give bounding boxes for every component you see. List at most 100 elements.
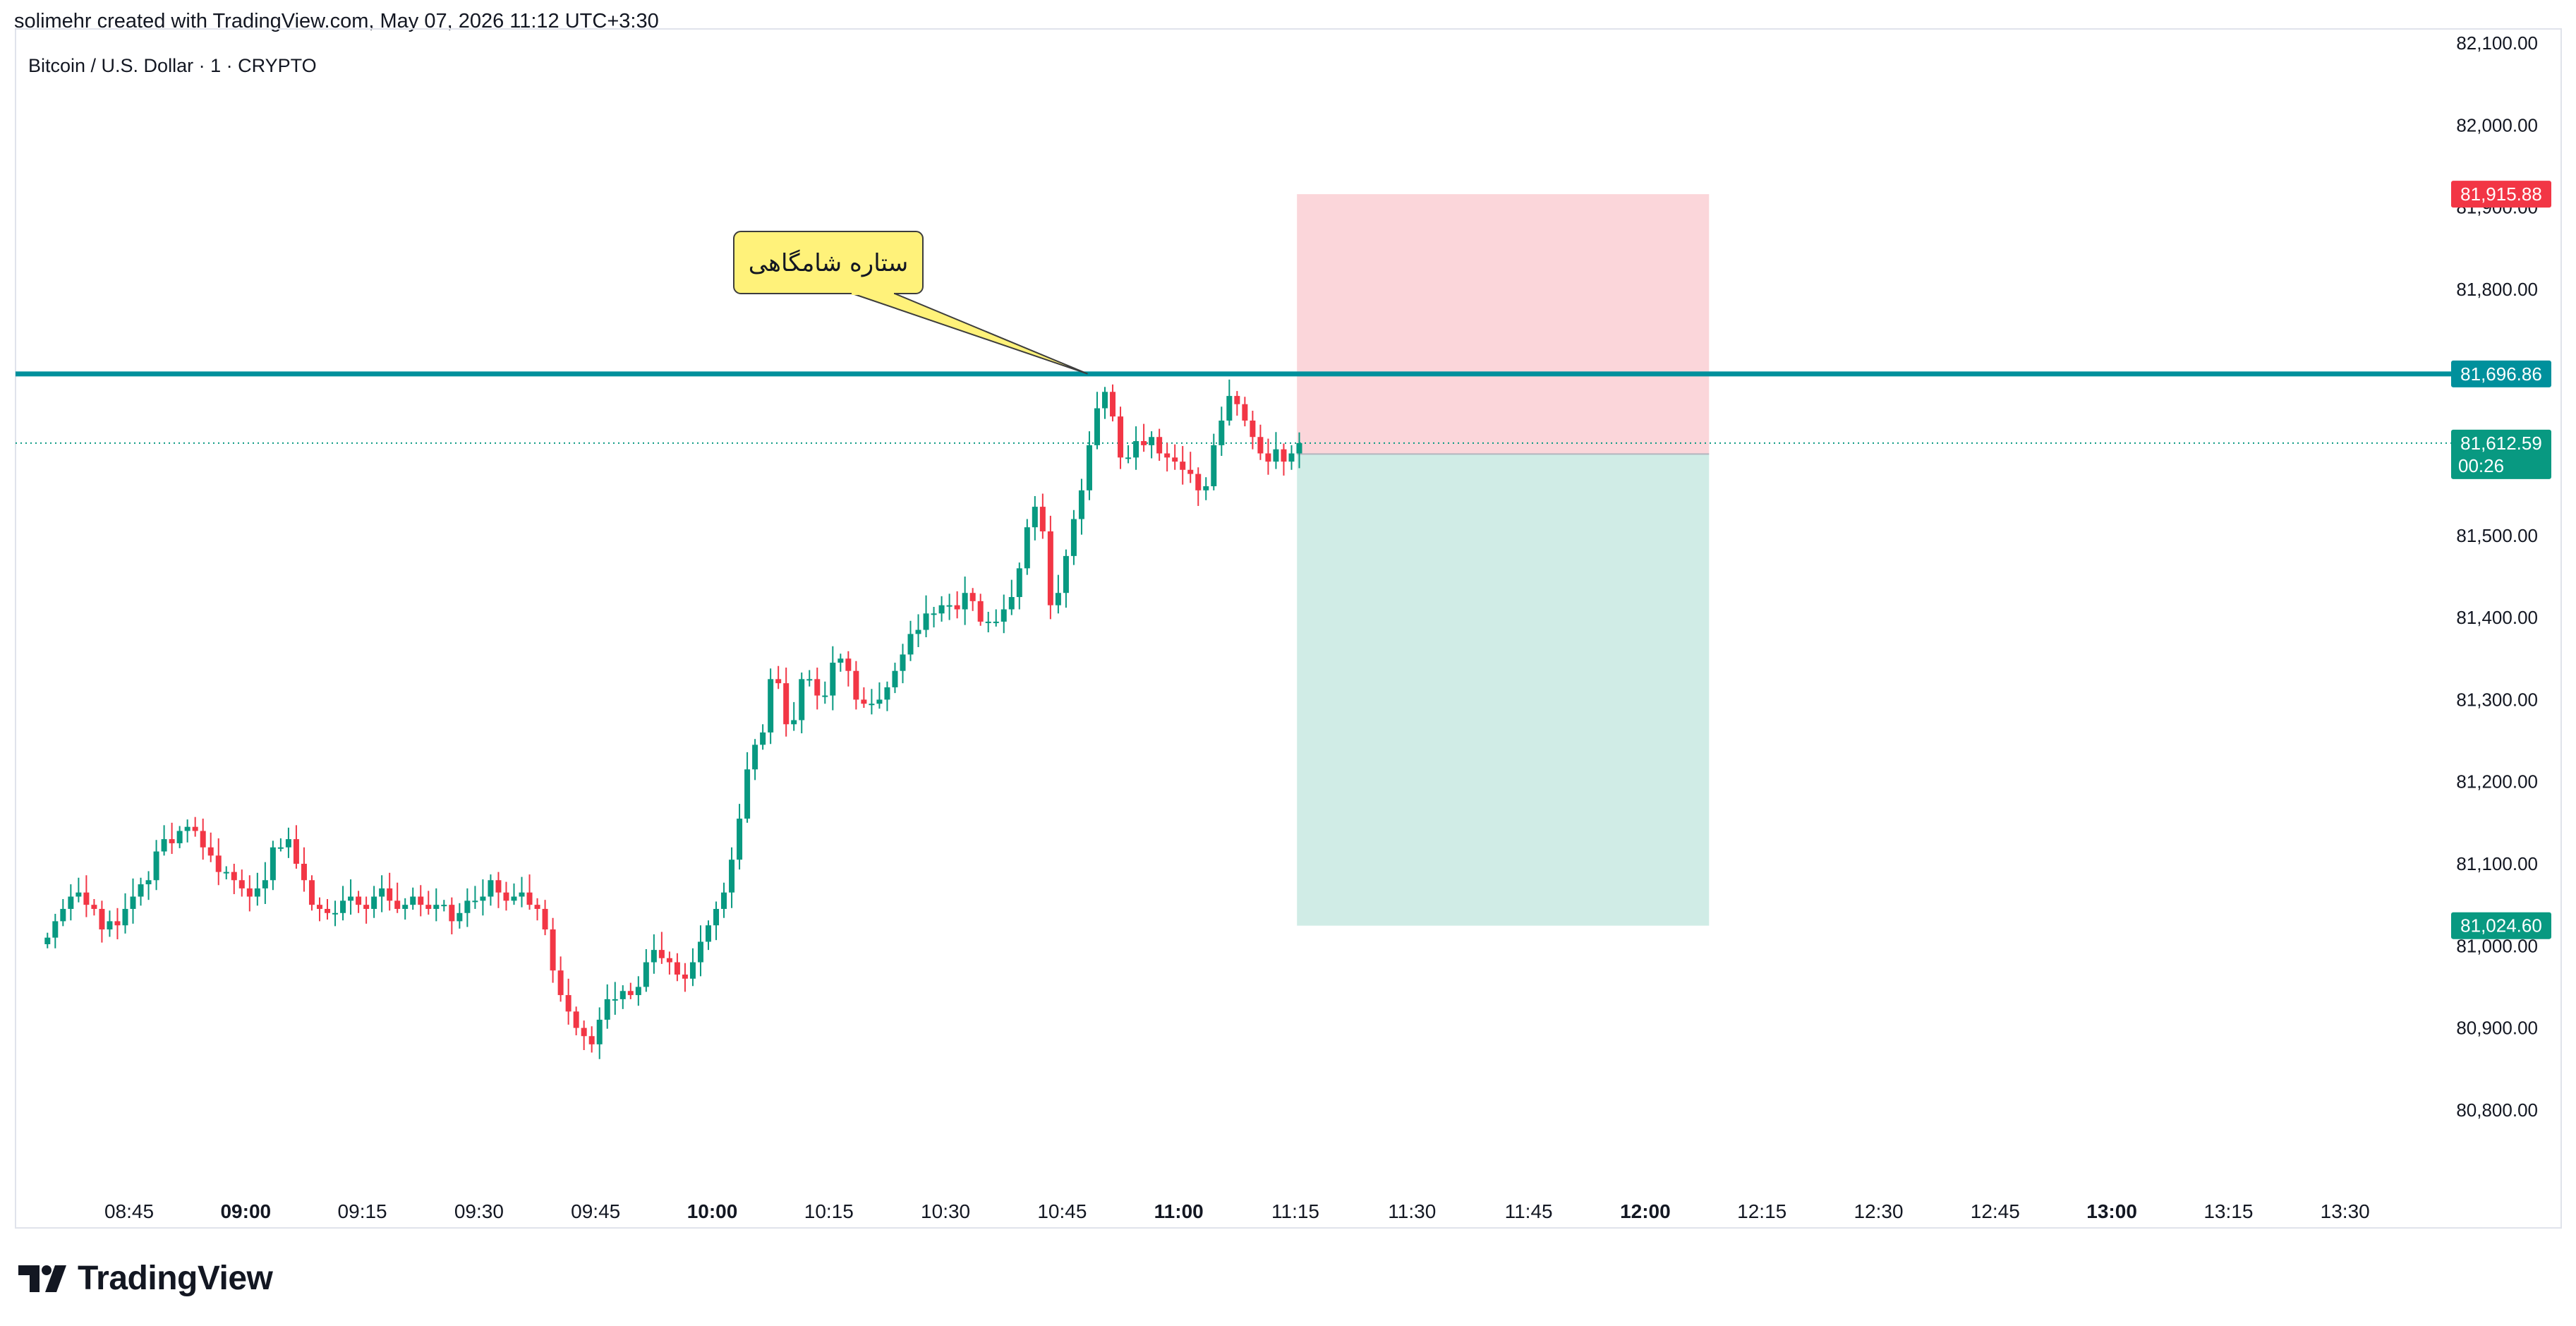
candle — [604, 984, 610, 1029]
candle — [674, 953, 680, 982]
candle-body — [1211, 445, 1217, 487]
time-axis-tick-label: 09:30 — [454, 1200, 504, 1222]
candle-body — [643, 962, 649, 987]
time-axis-tick-label: 12:00 — [1620, 1200, 1671, 1222]
candle-body — [145, 880, 152, 885]
candle — [635, 976, 641, 1006]
stop-loss-zone[interactable] — [1297, 194, 1710, 454]
candle — [254, 872, 260, 906]
candle — [845, 651, 852, 687]
candle-body — [822, 695, 828, 697]
candle-body — [900, 654, 906, 671]
candle — [1141, 423, 1147, 452]
candle-body — [627, 991, 634, 996]
candle-body — [215, 855, 222, 872]
candle — [1273, 432, 1279, 469]
candle — [60, 899, 66, 927]
candle — [1195, 467, 1202, 506]
candle-body — [977, 601, 984, 622]
candle — [744, 752, 751, 823]
candle — [91, 899, 97, 916]
candle — [379, 875, 385, 912]
candle — [588, 1026, 595, 1053]
candle — [853, 661, 859, 710]
candle-body — [1039, 507, 1046, 531]
candle — [1016, 562, 1022, 610]
candle — [1102, 387, 1108, 419]
candle-body — [1273, 449, 1279, 462]
candle — [1265, 438, 1271, 475]
candle — [176, 826, 183, 848]
time-axis-tick-label: 11:00 — [1154, 1200, 1204, 1222]
candle-body — [806, 679, 813, 681]
candle — [215, 838, 222, 886]
candle — [938, 596, 945, 622]
candle-body — [674, 962, 680, 975]
candle — [223, 866, 229, 880]
candle — [1094, 392, 1100, 450]
candle-body — [1024, 527, 1030, 569]
candle — [581, 1020, 587, 1051]
time-axis-tick-label: 11:45 — [1505, 1200, 1553, 1222]
candle — [1086, 431, 1092, 500]
candle — [1281, 443, 1287, 476]
candle-body — [519, 892, 525, 897]
candle — [122, 893, 128, 934]
candle-body — [238, 880, 245, 888]
candle-body — [1008, 597, 1015, 610]
candle-body — [876, 699, 883, 704]
candle-body — [262, 880, 268, 888]
candle-body — [1265, 453, 1271, 462]
candle-body — [480, 896, 486, 901]
callout-box[interactable] — [733, 231, 924, 294]
annotation-layer: ستاره شامگاهی — [733, 231, 1088, 375]
candle-body — [581, 1027, 587, 1037]
candle-body — [99, 908, 105, 930]
candle — [830, 646, 836, 711]
candle-body — [1086, 445, 1092, 490]
candle-body — [402, 905, 409, 909]
candle — [596, 1007, 603, 1059]
candle — [799, 673, 805, 734]
candle-body — [837, 658, 844, 663]
candle-body — [565, 995, 572, 1012]
price-axis-tick-label: 81,300.00 — [2456, 689, 2538, 710]
candle — [449, 897, 455, 935]
candle-body — [1281, 449, 1287, 462]
candle-body — [449, 905, 455, 922]
candle-body — [1141, 441, 1147, 445]
candle-body — [861, 699, 867, 704]
candle — [1257, 424, 1264, 460]
time-axis-tick-label: 11:15 — [1271, 1200, 1319, 1222]
candle — [954, 591, 960, 619]
candle-body — [316, 905, 322, 909]
candle-body — [534, 905, 540, 909]
candle-body — [1195, 474, 1202, 490]
time-axis-tick-label: 10:30 — [921, 1200, 970, 1222]
candle-body — [1102, 392, 1108, 409]
candle-body — [410, 896, 416, 905]
price-axis-tick-label: 82,000.00 — [2456, 114, 2538, 135]
candle — [550, 917, 556, 983]
candle — [1125, 445, 1132, 464]
candle-body — [68, 896, 74, 909]
candle-body — [744, 769, 751, 819]
candle — [1172, 444, 1178, 470]
candle-body — [207, 847, 214, 856]
candle — [737, 804, 743, 870]
candle — [169, 822, 175, 855]
time-axis-tick-label: 10:45 — [1037, 1200, 1087, 1222]
tradingview-logo-icon — [18, 1262, 68, 1295]
take-profit-zone[interactable] — [1297, 454, 1710, 926]
tradingview-logo[interactable]: TradingView — [18, 1259, 273, 1298]
candle-body — [682, 975, 688, 979]
last-price-badge-label: 81,612.59 — [2460, 433, 2542, 454]
candle-body — [308, 880, 315, 905]
candle — [1219, 406, 1225, 456]
candle-body — [946, 605, 953, 607]
candle-body — [363, 905, 370, 909]
candle-body — [254, 888, 260, 897]
candle — [207, 832, 214, 862]
price-axis-tick-label: 80,900.00 — [2456, 1018, 2538, 1039]
